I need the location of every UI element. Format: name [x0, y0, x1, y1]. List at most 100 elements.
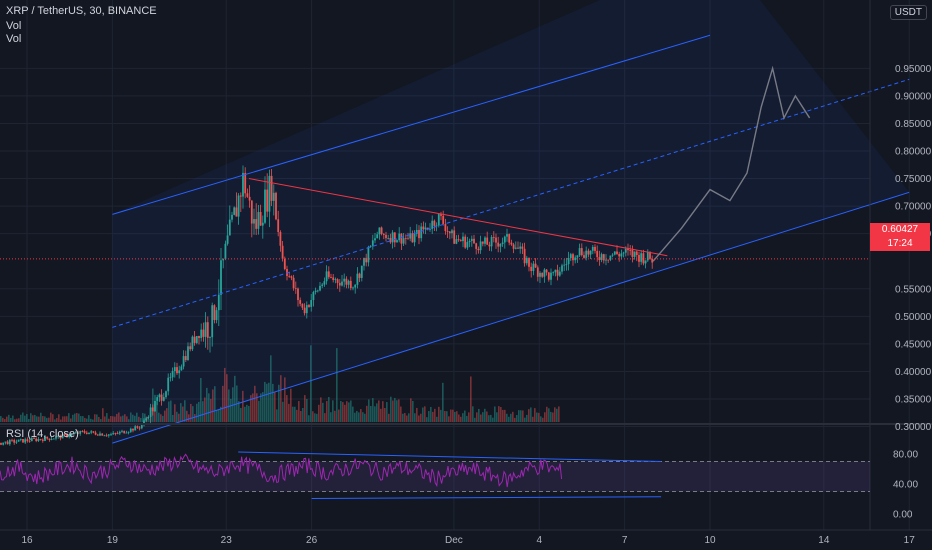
volume-bar [12, 415, 14, 422]
volume-bar [32, 415, 34, 422]
time-tick-label: 19 [107, 535, 119, 546]
price-tick-label: 0.70000 [895, 202, 932, 213]
volume-bar [14, 419, 16, 422]
price-tick-label: 0.80000 [895, 147, 932, 158]
volume-bar [408, 413, 410, 422]
candle-body [107, 434, 110, 436]
candle-body [490, 236, 493, 247]
volume-bar [136, 412, 138, 422]
candle-body [435, 225, 438, 227]
volume-bar [128, 419, 130, 422]
volume-bar [66, 416, 68, 422]
candle-body [574, 257, 577, 261]
volume-bar [506, 413, 508, 422]
candle-body [400, 233, 403, 244]
volume-bar [84, 417, 86, 422]
channel-middle-line[interactable] [112, 78, 910, 328]
volume-legend-2[interactable]: Vol [6, 33, 22, 45]
candle-body [149, 407, 152, 417]
candle-body [303, 307, 306, 314]
candle-body [455, 239, 458, 244]
channel-lower-line[interactable] [112, 191, 910, 444]
candle-body [649, 251, 651, 259]
channel-upper-line[interactable] [112, 34, 711, 215]
candle-body [81, 430, 84, 432]
volume-bar [126, 416, 128, 422]
candle-body [250, 200, 253, 224]
volume-bar [536, 412, 538, 422]
rsi-legend[interactable]: RSI (14, close) [6, 428, 79, 440]
candle-body [281, 245, 284, 259]
candle-body [367, 246, 370, 263]
volume-bar [328, 397, 330, 422]
projected-path[interactable] [652, 65, 811, 262]
candle-body [195, 336, 198, 343]
volume-bar [112, 416, 114, 422]
candle-body [297, 288, 299, 301]
volume-bar [446, 411, 448, 422]
volume-bar [472, 406, 474, 422]
candle-body [158, 394, 161, 398]
candle-body [39, 439, 42, 440]
candle-body [79, 430, 82, 434]
candle-body [358, 273, 361, 278]
candle-body [72, 433, 75, 435]
volume-bar [258, 400, 260, 422]
candle-body [422, 226, 425, 230]
volume-bar [470, 376, 472, 422]
candle-body [321, 284, 324, 286]
currency-button[interactable]: USDT [889, 5, 927, 20]
volume-bar [474, 417, 476, 422]
volume-bar [512, 411, 514, 422]
candle-body [343, 278, 346, 282]
volume-bar [344, 404, 346, 422]
volume-bar [500, 407, 502, 422]
candle-body [52, 438, 55, 440]
volume-bar [110, 416, 112, 422]
time-axis[interactable]: 16 19 23 26 Dec 4 7 10 14 17 [21, 535, 915, 546]
candle-body [506, 234, 508, 237]
rsi-line[interactable] [0, 453, 563, 488]
candle-body [121, 430, 123, 432]
volume-bar [428, 411, 430, 422]
candle-body [457, 239, 460, 241]
volume-bar [140, 417, 142, 422]
time-tick-label: 14 [818, 535, 830, 546]
candle-body [354, 284, 357, 288]
volume-bar [492, 417, 494, 422]
volume-legend-1[interactable]: Vol [6, 20, 22, 32]
candle-body [646, 251, 649, 261]
volume-bar [540, 416, 542, 422]
volume-bar [142, 413, 144, 422]
price-tick-label: 0.50000 [895, 312, 932, 323]
candle-body [235, 207, 238, 217]
candle-body [147, 416, 150, 419]
candle-body [143, 420, 145, 426]
candle-body [255, 219, 258, 229]
candle-body [92, 431, 95, 433]
volume-bar [424, 406, 426, 422]
rsi-divergence-upper[interactable] [238, 451, 662, 462]
candle-body [642, 253, 645, 264]
volume-bar [518, 410, 520, 422]
candle-body [114, 433, 117, 434]
candle-body [479, 241, 482, 251]
rsi-divergence-lower[interactable] [311, 496, 662, 499]
resistance-trendline[interactable] [248, 178, 668, 257]
volume-bar [504, 409, 506, 422]
time-tick-label: Dec [445, 535, 463, 546]
volume-bar [156, 401, 158, 422]
volume-bar [222, 385, 224, 422]
candle-body [404, 238, 407, 240]
candle-body [591, 246, 594, 251]
candle-body [470, 238, 473, 241]
symbol-title[interactable]: XRP / TetherUS, 30, BINANCE [6, 5, 157, 17]
volume-bar [454, 411, 456, 422]
candle-body [624, 248, 627, 253]
volume-bar [164, 410, 166, 422]
candle-body [292, 277, 295, 289]
candle-body [123, 430, 126, 434]
candle-body [66, 434, 68, 437]
candle-body [35, 438, 38, 442]
